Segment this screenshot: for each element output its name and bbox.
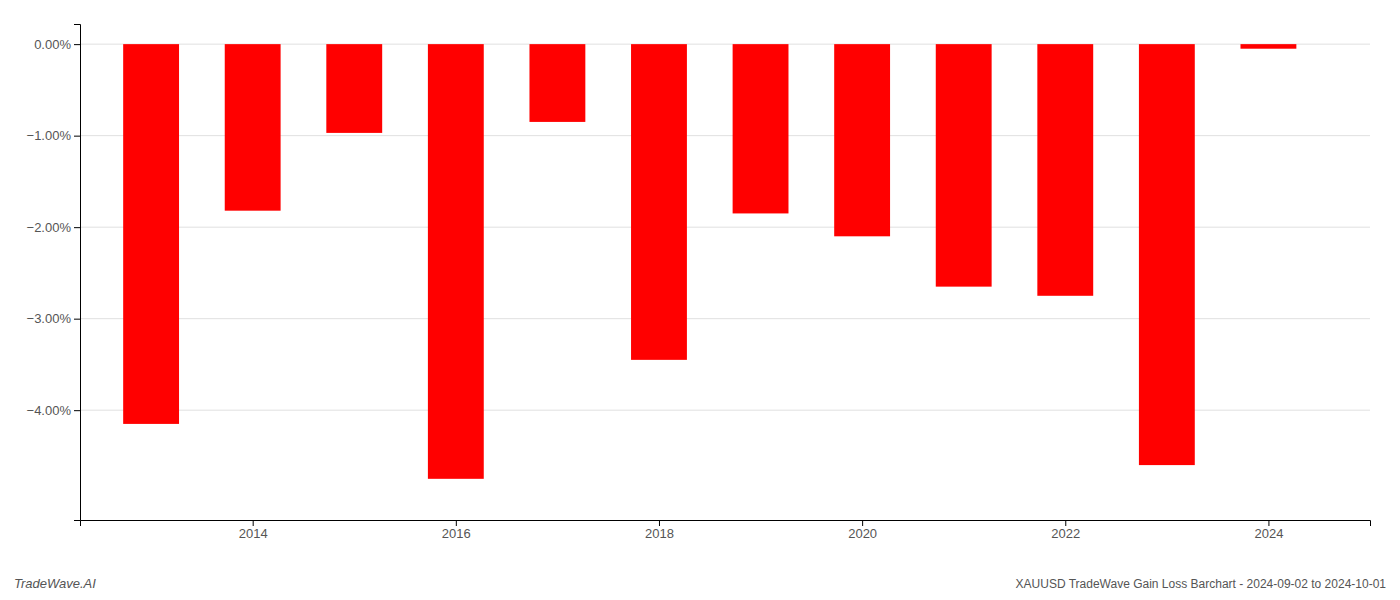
x-tick-mark xyxy=(253,520,254,526)
bar xyxy=(733,44,789,213)
bar xyxy=(1139,44,1195,465)
y-tick-label: −4.00% xyxy=(27,403,72,418)
y-tick-mark xyxy=(74,44,80,45)
y-tick-mark xyxy=(74,227,80,228)
y-tick: −1.00% xyxy=(27,128,80,143)
x-tick-label: 2018 xyxy=(645,526,674,541)
y-tick-label: −2.00% xyxy=(27,220,72,235)
y-tick-mark xyxy=(74,136,80,137)
x-tick-label: 2024 xyxy=(1254,526,1283,541)
y-tick: −4.00% xyxy=(27,403,80,418)
x-tick-mark xyxy=(1065,520,1066,526)
chart-svg: 2014 2016 2018 2020 2022 2024 0.00% −1.00% −2.00… xyxy=(0,0,1400,600)
bar xyxy=(936,44,992,287)
x-tick: 2022 xyxy=(1051,520,1080,541)
y-axis: 0.00% −1.00% −2.00% −3.00% −4.00% xyxy=(27,25,81,521)
x-tick-label: 2016 xyxy=(442,526,471,541)
x-tick-label: 2022 xyxy=(1051,526,1080,541)
y-tick-label: −3.00% xyxy=(27,311,72,326)
y-tick: 0.00% xyxy=(34,37,80,52)
y-axis-line xyxy=(74,25,81,521)
x-tick-label: 2020 xyxy=(848,526,877,541)
x-tick-mark xyxy=(1268,520,1269,526)
x-tick: 2014 xyxy=(239,520,268,541)
x-axis-line xyxy=(81,521,1371,527)
x-tick-mark xyxy=(862,520,863,526)
x-tick: 2018 xyxy=(645,520,674,541)
annotation: TradeWave.AI xyxy=(14,576,96,591)
x-axis: 2014 2016 2018 2020 2022 2024 xyxy=(81,520,1371,541)
y-tick: −2.00% xyxy=(27,220,80,235)
bar xyxy=(631,44,687,360)
y-tick-label: −1.00% xyxy=(27,128,72,143)
y-tick-mark xyxy=(74,410,80,411)
x-tick: 2016 xyxy=(442,520,471,541)
y-tick-label: 0.00% xyxy=(34,37,71,52)
bar xyxy=(326,44,382,133)
bar xyxy=(834,44,890,236)
chart-container: 2014 2016 2018 2020 2022 2024 0.00% −1.00% −2.00… xyxy=(0,0,1400,600)
x-tick: 2024 xyxy=(1254,520,1283,541)
plot-area xyxy=(123,44,1296,479)
bar xyxy=(123,44,179,424)
y-tick-mark xyxy=(74,319,80,320)
x-tick-label: 2014 xyxy=(239,526,268,541)
x-tick-mark xyxy=(456,520,457,526)
bar xyxy=(428,44,484,479)
bar xyxy=(225,44,281,211)
x-tick-mark xyxy=(659,520,660,526)
bar xyxy=(1240,44,1296,49)
bar xyxy=(1037,44,1093,296)
x-tick: 2020 xyxy=(848,520,877,541)
bar xyxy=(529,44,585,122)
y-tick: −3.00% xyxy=(27,311,80,326)
title: XAUUSD TradeWave Gain Loss Barchart - 20… xyxy=(1016,577,1387,591)
